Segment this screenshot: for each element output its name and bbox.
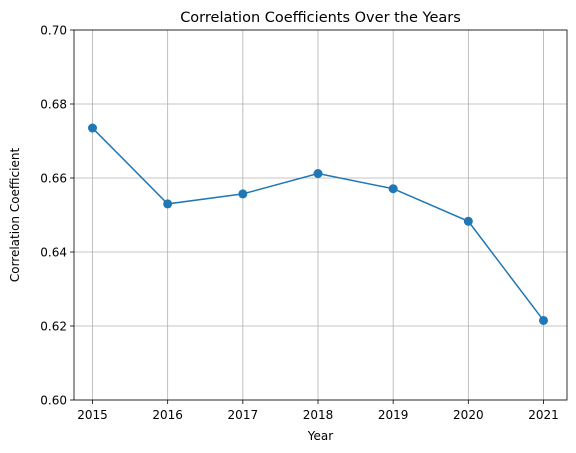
x-tick-label: 2019 — [378, 408, 409, 422]
y-tick-label: 0.70 — [40, 23, 67, 37]
chart-title: Correlation Coefficients Over the Years — [180, 10, 461, 26]
y-axis-label: Correlation Coefficient — [8, 148, 22, 283]
x-tick-label: 2018 — [303, 408, 334, 422]
data-point — [163, 199, 173, 209]
y-tick-label: 0.68 — [40, 97, 67, 111]
x-tick-label: 2017 — [228, 408, 259, 422]
y-tick-label: 0.66 — [40, 171, 67, 185]
grid — [74, 29, 567, 401]
series-layer — [88, 123, 548, 325]
y-tick-label: 0.64 — [40, 245, 67, 259]
x-tick-label: 2020 — [453, 408, 484, 422]
y-tick-label: 0.62 — [40, 319, 67, 333]
x-tick-label: 2021 — [528, 408, 559, 422]
y-tick-label: 0.60 — [40, 393, 67, 407]
x-tick-label: 2016 — [152, 408, 183, 422]
data-point — [313, 169, 323, 179]
axis-ticks: 2015 2016 2017 2018 2019 2020 2021 0.60 0.62 0.64… — [40, 23, 558, 422]
data-point — [238, 189, 248, 199]
data-point — [388, 184, 398, 194]
x-axis-label: Year — [307, 429, 333, 443]
plot-frame — [73, 29, 568, 401]
x-tick-label: 2015 — [77, 408, 108, 422]
data-point — [88, 123, 97, 133]
data-point — [539, 315, 548, 325]
data-point — [463, 216, 473, 226]
